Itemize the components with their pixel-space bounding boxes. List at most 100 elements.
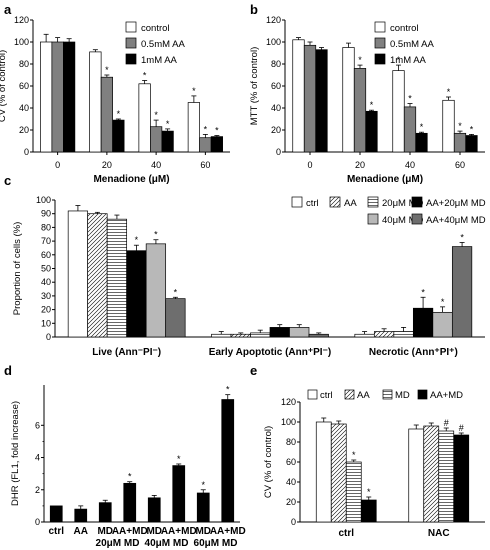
x-tick-label: 60 xyxy=(455,160,465,170)
significance-mark: * xyxy=(192,86,196,96)
significance-mark: * xyxy=(105,65,109,75)
y-axis-label: Proportion of cells (%) xyxy=(12,222,23,315)
bar xyxy=(147,497,161,523)
significance-mark: * xyxy=(441,297,445,307)
bar-control xyxy=(89,51,102,153)
y-tick-label: 0 xyxy=(46,332,51,342)
bar-0.5mM AA xyxy=(353,68,367,153)
significance-mark: * xyxy=(397,55,401,65)
chart-panel-e: 0 20 40 60 80 100 120 * * # # ctrl NAC CV (% of contr… xyxy=(263,389,485,539)
x-tick-label: MD xyxy=(195,526,211,537)
bar-1mM AA xyxy=(365,110,378,153)
y-tick-label: 0 xyxy=(35,517,40,527)
legend-label: 40μM MD xyxy=(382,215,424,226)
y-tick-label: 60 xyxy=(19,81,29,91)
legend-swatch-AA xyxy=(329,196,341,208)
significance-mark: * xyxy=(470,124,474,134)
bar-AA+20μM MD xyxy=(126,250,147,338)
x-tick-label: AA+MD xyxy=(210,526,246,537)
x-tick-label: MD xyxy=(97,526,113,537)
y-tick-label: 20 xyxy=(286,497,296,507)
significance-mark: * xyxy=(215,126,219,136)
panel-label-e: e xyxy=(250,363,257,378)
y-tick-label: 40 xyxy=(19,103,29,113)
legend-label: AA+40μM MD xyxy=(426,215,486,226)
legend-label: 0.5mM AA xyxy=(390,39,434,50)
legend-label: AA+MD xyxy=(430,390,463,401)
y-tick-label: 60 xyxy=(286,457,296,467)
significance-mark: * xyxy=(370,100,374,110)
significance-mark: # xyxy=(459,423,464,433)
x-tick-label: 0 xyxy=(307,160,312,170)
x-axis-label: Menadione (μM) xyxy=(347,174,423,185)
y-tick-label: 20 xyxy=(41,305,51,315)
legend-label: ctrl xyxy=(320,390,333,401)
bar-control xyxy=(40,41,53,153)
y-tick-label: 30 xyxy=(41,291,51,301)
y-tick-label: 100 xyxy=(281,417,296,427)
bar-1mM AA xyxy=(161,130,174,153)
significance-mark: * xyxy=(154,230,158,240)
significance-mark: * xyxy=(458,121,462,131)
y-tick-label: 4 xyxy=(35,453,40,463)
significance-mark: * xyxy=(117,109,121,119)
y-tick-label: 80 xyxy=(286,437,296,447)
bar-40μM MD xyxy=(145,243,167,338)
legend-swatch-MD xyxy=(382,389,393,400)
y-tick-label: 0 xyxy=(24,147,29,157)
y-tick-label: 0 xyxy=(291,517,296,527)
x-tick-label: AA+MD xyxy=(112,526,148,537)
y-tick-label: 100 xyxy=(266,37,281,47)
bar-ctrl xyxy=(315,421,332,523)
x-tick-label: AA xyxy=(74,526,88,537)
significance-mark: * xyxy=(352,450,356,460)
y-axis-label: CV (% of control) xyxy=(263,426,274,498)
significance-mark: * xyxy=(226,385,230,395)
legend-swatch-AA+20μM MD xyxy=(411,196,423,208)
bar-20μM MD xyxy=(250,332,271,338)
legend-swatch-20μM MD xyxy=(367,196,379,208)
significance-mark: * xyxy=(408,94,412,104)
legend-swatch-ctrl xyxy=(291,196,303,208)
bar-AA+MD xyxy=(453,434,470,523)
significance-mark: * xyxy=(204,124,208,134)
bar-0.5mM AA xyxy=(403,106,417,153)
y-axis-label: MTT (% of control) xyxy=(249,47,260,125)
bar-AA xyxy=(330,423,347,523)
bar-ctrl xyxy=(408,428,425,523)
bar-0.5mM AA xyxy=(303,44,317,153)
y-tick-label: 80 xyxy=(19,59,29,69)
x-axis-label: Menadione (μM) xyxy=(93,174,169,185)
chart-panel-a: 0 20 40 60 80 100 120 * * * * * * * * 0 20 40 60 Menadione … xyxy=(0,15,230,185)
legend-label: 1mM AA xyxy=(141,55,178,66)
significance-mark: * xyxy=(367,487,371,497)
bar-AA+40μM MD xyxy=(308,333,329,338)
significance-mark: * xyxy=(135,235,139,245)
bar-1mM AA xyxy=(415,132,428,153)
bar-0.5mM AA xyxy=(51,41,64,153)
x-tick-label: Live (Ann⁻PI⁻) xyxy=(92,347,161,358)
bar-40μM MD xyxy=(432,311,453,338)
significance-mark: * xyxy=(460,232,464,242)
y-tick-label: 70 xyxy=(41,236,51,246)
bar-20μM MD xyxy=(106,218,128,338)
y-tick-label: 120 xyxy=(14,15,29,25)
bar-MD xyxy=(345,461,362,523)
legend-swatch-1mM AA xyxy=(374,53,386,65)
legend-swatch-0.5mM AA xyxy=(125,37,137,49)
y-tick-label: 90 xyxy=(41,209,51,219)
significance-mark: * xyxy=(154,110,158,120)
legend-label: 0.5mM AA xyxy=(141,39,185,50)
bar-AA+MD xyxy=(360,499,377,523)
bar-ctrl xyxy=(67,210,89,338)
significance-mark: * xyxy=(143,71,147,81)
x-tick-label: NAC xyxy=(428,528,450,539)
bar-0.5mM AA xyxy=(100,76,113,153)
legend-label: control xyxy=(141,23,170,34)
x-group-label: 20μM MD xyxy=(96,538,140,549)
x-tick-label: 40 xyxy=(151,160,161,170)
x-tick-label: Necrotic (Ann⁺PI⁺) xyxy=(369,347,458,358)
bar xyxy=(49,505,63,523)
y-tick-label: 60 xyxy=(271,81,281,91)
